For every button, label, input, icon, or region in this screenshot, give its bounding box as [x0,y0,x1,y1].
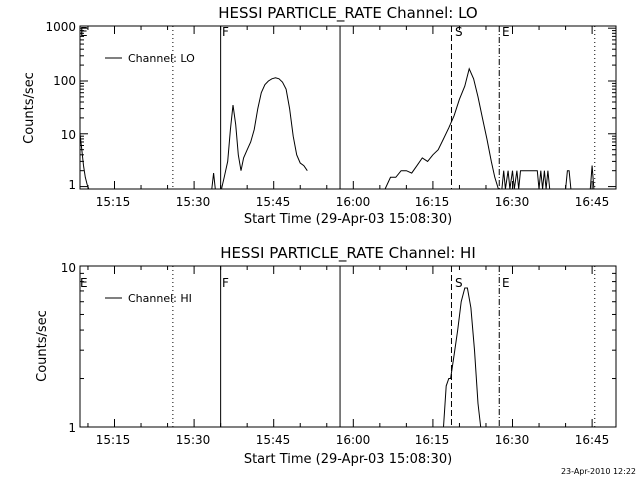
hi-event-markers [172,266,596,427]
hi-ytick-label-10: 10 [61,261,76,275]
hi-data-layer [443,287,482,427]
lo-marker-label-s: S [455,25,463,39]
lo-marker-label-e-end: E [502,25,510,39]
lo-event-markers [172,26,596,189]
lo-title: HESSI PARTICLE_RATE Channel: LO [218,4,477,23]
lo-legend-label: Channel: LO [128,52,195,65]
lo-ytick-label-1000: 1000 [45,20,76,34]
hi-plot-frame [79,265,617,428]
hi-y-axis-label: Counts/sec [35,310,50,382]
lo-data-layer [80,67,595,189]
timestamp-label: 23-Apr-2010 12:22 [561,467,636,476]
lo-series-line [501,170,572,189]
hi-xtick-label-1515: 15:15 [96,433,131,447]
hi-marker-label-f: F [222,276,229,290]
lo-series-line [589,165,595,189]
lo-y-axis-label: Counts/sec [22,72,37,144]
lo-marker-label-f: F [222,25,229,39]
lo-series-line [221,77,308,189]
lo-plot-frame [79,25,617,190]
hi-series-line [443,287,482,427]
lo-ytick-label-10: 10 [61,128,76,142]
lo-xtick-label-1600: 16:00 [336,195,371,209]
lo-series-line [211,173,216,189]
hi-xtick-label-1645: 16:45 [575,433,610,447]
hi-x-tick-marks [87,266,593,427]
lo-xtick-label-1545: 15:45 [256,195,291,209]
lo-xtick-label-1515: 15:15 [96,195,131,209]
panel-hi: HESSI PARTICLE_RATE Channel: HI 10 1 15:… [35,244,617,467]
hi-title: HESSI PARTICLE_RATE Channel: HI [220,244,476,263]
hi-marker-label-e-start: E [80,276,88,290]
lo-xtick-label-1645: 16:45 [575,195,610,209]
hi-xtick-label-1545: 15:45 [256,433,291,447]
hi-xtick-label-1615: 16:15 [415,433,450,447]
hi-marker-label-e-end: E [502,276,510,290]
hi-xtick-label-1530: 15:30 [176,433,211,447]
hi-legend-label: Channel: HI [128,292,192,305]
hi-x-axis-label: Start Time (29-Apr-03 15:08:30) [244,452,452,467]
lo-ytick-label-1: 1 [68,178,76,192]
hi-y-tick-marks [80,265,616,428]
panel-lo: HESSI PARTICLE_RATE Channel: LO 1000 100… [22,4,617,227]
hi-xtick-label-1630: 16:30 [495,433,530,447]
lo-xtick-label-1615: 16:15 [415,195,450,209]
lo-series-line [80,133,90,189]
lo-xtick-label-1630: 16:30 [495,195,530,209]
hi-marker-label-s: S [455,276,463,290]
lo-ytick-label-100: 100 [53,74,76,88]
lo-x-axis-label: Start Time (29-Apr-03 15:08:30) [244,212,452,227]
hi-ytick-label-1: 1 [68,421,76,435]
lo-series-line [384,67,499,189]
hi-xtick-label-1600: 16:00 [336,433,371,447]
lo-xtick-label-1530: 15:30 [176,195,211,209]
lo-marker-label-e-start: E [80,25,88,39]
